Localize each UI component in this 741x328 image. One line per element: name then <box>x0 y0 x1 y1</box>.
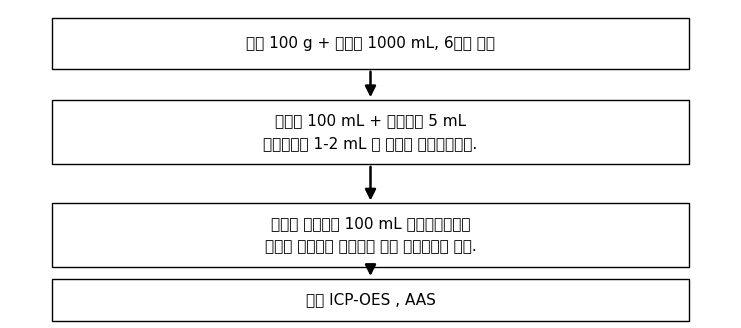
FancyBboxPatch shape <box>52 100 689 164</box>
Text: 분석 ICP-OES , AAS: 분석 ICP-OES , AAS <box>305 293 436 308</box>
FancyBboxPatch shape <box>52 18 689 69</box>
FancyBboxPatch shape <box>52 203 689 267</box>
Text: 시료 100 g + 증류수 1000 mL, 6시간 교반: 시료 100 g + 증류수 1000 mL, 6시간 교반 <box>246 36 495 51</box>
Text: 용출액 100 mL + 진한질산 5 mL
핫블록에서 1-2 mL 될 때까지 가열농축한다.: 용출액 100 mL + 진한질산 5 mL 핫블록에서 1-2 mL 될 때까… <box>263 113 478 151</box>
Text: 방냉후 여과하여 100 mL 용량플라스크에
옮기고 증류수로 표선까지 채워 시험액으로 한다.: 방냉후 여과하여 100 mL 용량플라스크에 옮기고 증류수로 표선까지 채워… <box>265 216 476 255</box>
FancyBboxPatch shape <box>52 279 689 321</box>
